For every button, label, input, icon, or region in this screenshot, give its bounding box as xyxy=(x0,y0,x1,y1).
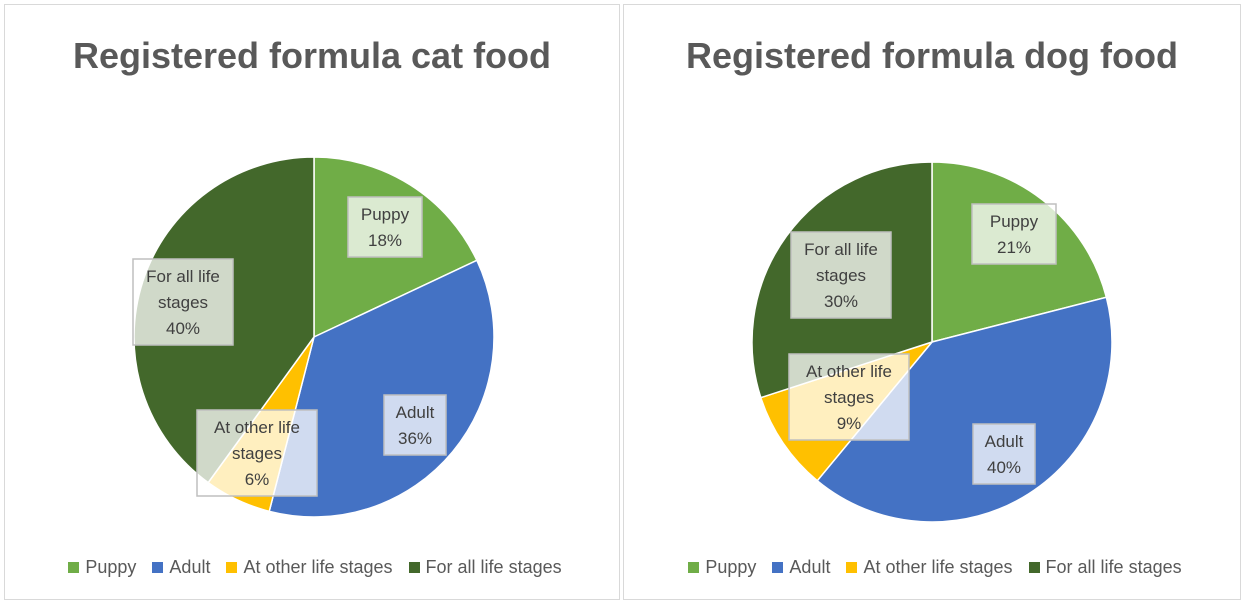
legend-label: Puppy xyxy=(705,556,757,577)
data-label-at-other-life-stages: At other life stages 6% xyxy=(196,409,318,497)
data-label-category: At other life xyxy=(806,362,892,381)
data-label-value: 36% xyxy=(398,429,432,448)
data-label-value: 18% xyxy=(368,231,402,250)
data-label-category: stages xyxy=(158,293,208,312)
legend-item-for-all-life-stages: For all life stages xyxy=(1028,556,1182,578)
legend-item-at-other-life-stages: At other life stages xyxy=(846,556,1013,578)
legend-label: Adult xyxy=(169,556,211,577)
legend-swatch xyxy=(68,561,80,573)
data-label-box xyxy=(788,353,910,441)
data-label-box xyxy=(790,231,892,319)
data-label-category: For all life xyxy=(146,267,220,286)
pie-slices xyxy=(751,161,1113,523)
legend-swatch xyxy=(846,561,858,573)
legend-item-puppy: Puppy xyxy=(68,557,136,578)
data-label-category: Adult xyxy=(985,432,1024,451)
data-label-at-other-life-stages: At other life stages 9% xyxy=(788,353,910,441)
dog-food-pie-chart: Puppy 21% Adult 40% At other life stages 9% For… xyxy=(751,161,1113,523)
legend-item-adult: Adult xyxy=(152,557,210,578)
chart-title: Registered formula dog food xyxy=(685,35,1178,76)
chart-legend: Puppy Adult At other life stages For all li… xyxy=(656,545,1214,589)
data-label-for-all-life-stages: For all life stages 30% xyxy=(790,231,892,319)
legend-swatch xyxy=(152,561,164,573)
legend-swatch xyxy=(226,561,238,573)
data-label-value: 21% xyxy=(997,238,1031,257)
data-label-category: stages xyxy=(232,444,282,463)
legend-label: For all life stages xyxy=(425,556,562,577)
dog-food-chart-panel: Registered formula dog food Puppy 21% Adul… xyxy=(623,4,1241,600)
legend-swatch xyxy=(408,561,420,573)
legend-label: For all life stages xyxy=(1045,556,1182,577)
data-label-category: Puppy xyxy=(990,212,1039,231)
data-label-value: 9% xyxy=(837,414,862,433)
data-label-category: At other life xyxy=(214,418,300,437)
data-label-value: 6% xyxy=(245,470,270,489)
data-label-puppy: Puppy 18% xyxy=(347,196,423,258)
data-label-box xyxy=(972,423,1036,485)
legend-item-at-other-life-stages: At other life stages xyxy=(226,556,393,578)
data-label-category: Adult xyxy=(396,403,435,422)
data-label-box xyxy=(971,203,1057,265)
legend-label: At other life stages xyxy=(863,556,1013,577)
data-label-box xyxy=(132,258,234,346)
data-label-category: Puppy xyxy=(361,205,410,224)
data-label-category: stages xyxy=(816,266,866,285)
data-label-box xyxy=(196,409,318,497)
chart-legend: Puppy Adult At other life stages For all li… xyxy=(37,545,593,589)
data-label-value: 40% xyxy=(166,319,200,338)
pie-slice-adult xyxy=(816,296,1113,523)
legend-label: Adult xyxy=(789,556,831,577)
chart-title: Registered formula cat food xyxy=(72,35,552,76)
legend-swatch xyxy=(772,561,784,573)
data-label-value: 40% xyxy=(987,458,1021,477)
data-label-category: For all life xyxy=(804,240,878,259)
legend-label: At other life stages xyxy=(243,556,393,577)
data-label-adult: Adult 36% xyxy=(383,394,447,456)
legend-swatch xyxy=(1028,561,1040,573)
data-label-puppy: Puppy 21% xyxy=(971,203,1057,265)
data-label-adult: Adult 40% xyxy=(972,423,1036,485)
legend-label: Puppy xyxy=(85,556,137,577)
data-label-category: stages xyxy=(824,388,874,407)
data-label-box xyxy=(347,196,423,258)
cat-food-chart-panel: Registered formula cat food Puppy 18% Adul… xyxy=(4,4,620,600)
legend-swatch xyxy=(688,561,700,573)
cat-food-pie-chart: Puppy 18% Adult 36% At other life stages 6% For… xyxy=(132,156,495,518)
legend-item-puppy: Puppy xyxy=(688,557,756,578)
data-label-box xyxy=(383,394,447,456)
legend-item-for-all-life-stages: For all life stages xyxy=(408,556,562,578)
data-label-value: 30% xyxy=(824,292,858,311)
legend-item-adult: Adult xyxy=(772,557,830,578)
data-label-for-all-life-stages: For all life stages 40% xyxy=(132,258,234,346)
